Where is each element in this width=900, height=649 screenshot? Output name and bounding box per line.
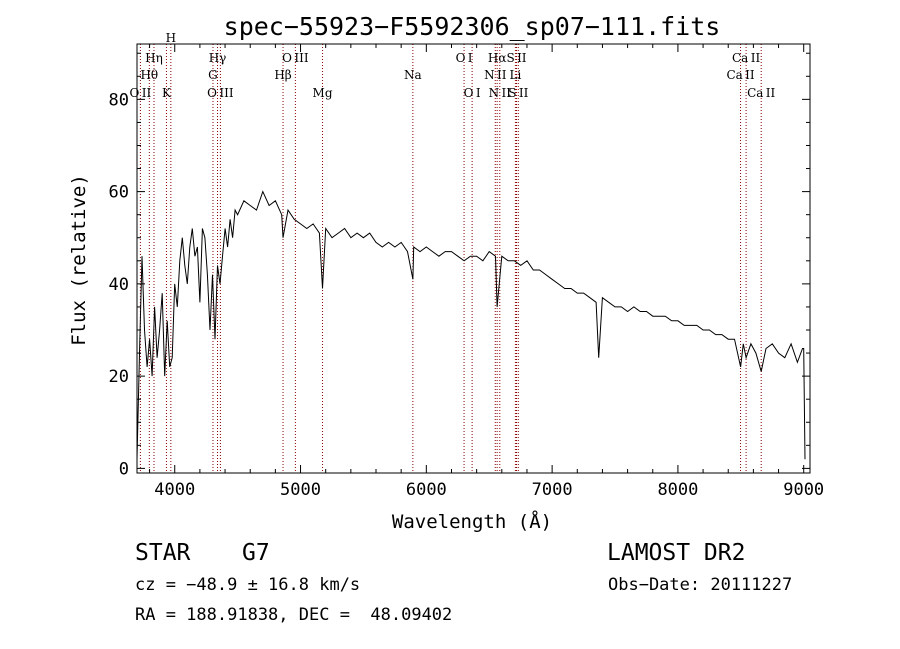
line-label: Na [404, 68, 422, 82]
chart-title: spec−55923−F5592306_sp07−111.fits [224, 12, 721, 41]
line-label: Hβ [274, 68, 291, 82]
y-tick-label: 80 [109, 90, 129, 110]
line-label: Mg [313, 86, 333, 100]
line-label: Hθ [140, 68, 158, 82]
y-tick-label: 40 [109, 275, 129, 295]
line-label: Ca II [732, 51, 760, 65]
x-axis-label: Wavelength (Å) [392, 510, 552, 533]
object-class: STAR [135, 540, 191, 566]
y-tick-label: 20 [109, 367, 129, 387]
x-tick-label: 4000 [154, 480, 195, 500]
spectrum-line [136, 190, 806, 460]
x-tick-label: 9000 [783, 480, 824, 500]
spectral-line-markers [139, 44, 762, 473]
line-label: Ca II [747, 86, 775, 100]
x-tick-label: 6000 [406, 480, 447, 500]
survey-name: LAMOST DR2 [607, 540, 746, 566]
x-axis-ticks: 4000 5000 6000 7000 8000 9000 [149, 44, 824, 500]
line-label: H [166, 31, 176, 45]
line-label: N II [489, 86, 512, 100]
line-label: S II [508, 86, 528, 100]
plot-frame [136, 43, 811, 474]
line-label: Li [509, 68, 521, 82]
y-tick-label: 60 [109, 183, 129, 203]
line-label: Hη [145, 51, 163, 65]
line-label: Hα [488, 51, 507, 65]
line-label: S II [506, 51, 526, 65]
object-subclass: G7 [242, 540, 270, 566]
line-label: Hγ [209, 51, 227, 65]
redshift-cz: cz = −48.9 ± 16.8 km/s [135, 575, 361, 595]
line-label: K [162, 86, 172, 100]
line-label: O II [130, 86, 152, 100]
coordinates: RA = 188.91838, DEC = 48.09402 [135, 605, 453, 625]
line-label: O I [456, 51, 473, 65]
line-label: O I [464, 86, 481, 100]
x-tick-label: 8000 [657, 480, 698, 500]
line-label: O III [282, 51, 309, 65]
line-label: O III [207, 86, 234, 100]
observation-date: Obs−Date: 20111227 [608, 575, 793, 595]
y-axis-ticks: 0 20 40 60 80 [109, 52, 810, 479]
x-tick-label: 5000 [280, 480, 321, 500]
line-label: Ca II [726, 68, 754, 82]
line-label: N II [484, 68, 507, 82]
y-tick-label: 0 [119, 459, 129, 479]
line-label: G [208, 68, 218, 82]
x-tick-label: 7000 [532, 480, 573, 500]
y-axis-label: Flux (relative) [68, 174, 90, 346]
